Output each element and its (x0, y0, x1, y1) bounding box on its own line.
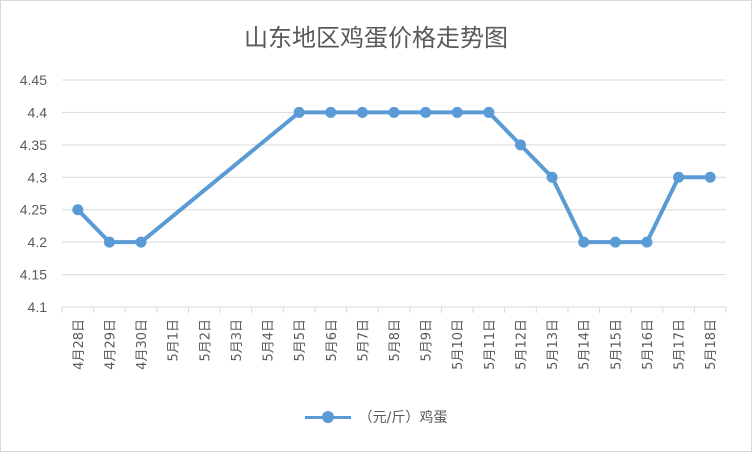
y-tick-label: 4.1 (28, 299, 48, 315)
data-point (704, 171, 716, 183)
x-tick-label: 5月9日 (420, 319, 435, 362)
x-tick-label: 5月10日 (451, 319, 466, 370)
x-tick-label: 5月12日 (514, 319, 529, 370)
x-tick-label: 5月3日 (230, 319, 245, 362)
y-axis-ticks: 4.1 4.15 4.2 4.25 4.3 4.35 4.4 4.45 (20, 72, 47, 315)
x-tick-label: 4月28日 (72, 319, 87, 370)
x-tick-label: 5月16日 (641, 319, 656, 370)
data-point (356, 106, 368, 118)
y-tick-label: 4.2 (28, 234, 48, 250)
data-point (514, 139, 526, 151)
x-tick-label: 5月4日 (262, 319, 277, 362)
data-point (546, 171, 558, 183)
data-point (483, 106, 495, 118)
x-axis-ticks: 4月28日 4月29日 4月30日 5月1日 5月2日 5月3日 5月4日 5月5日 5月6日 5… (61, 307, 727, 370)
y-tick-label: 4.35 (20, 137, 47, 153)
x-tick-label: 4月30日 (135, 319, 150, 370)
data-point (293, 106, 305, 118)
data-point (641, 236, 653, 248)
data-point (578, 236, 590, 248)
x-tick-label: 5月7日 (356, 319, 371, 362)
data-point (388, 106, 400, 118)
data-point (72, 204, 84, 216)
y-tick-label: 4.15 (20, 267, 47, 283)
x-tick-label: 5月6日 (325, 319, 340, 362)
y-tick-label: 4.45 (20, 72, 47, 88)
data-point (451, 106, 463, 118)
x-tick-label: 5月2日 (198, 319, 213, 362)
x-tick-label: 5月5日 (293, 319, 308, 362)
x-tick-label: 5月15日 (609, 319, 624, 370)
legend-label: （元/斤）鸡蛋 (358, 410, 448, 426)
x-tick-label: 5月17日 (673, 319, 688, 370)
chart-title: 山东地区鸡蛋价格走势图 (244, 24, 508, 52)
data-point (135, 236, 147, 248)
x-tick-label: 5月1日 (167, 319, 182, 362)
data-point (103, 236, 115, 248)
y-tick-label: 4.25 (20, 202, 47, 218)
x-tick-label: 5月13日 (546, 319, 561, 370)
data-point (420, 106, 432, 118)
legend: （元/斤）鸡蛋 (0, 407, 752, 427)
data-point (325, 106, 337, 118)
x-tick-label: 5月8日 (388, 319, 403, 362)
y-tick-label: 4.3 (28, 169, 48, 185)
data-point (673, 171, 685, 183)
x-tick-label: 5月11日 (483, 319, 498, 370)
x-tick-label: 5月18日 (704, 319, 719, 370)
series-layer (72, 106, 716, 248)
x-tick-label: 5月14日 (578, 319, 593, 370)
data-point (609, 236, 621, 248)
y-tick-label: 4.4 (28, 104, 48, 120)
legend-swatch (304, 410, 351, 424)
x-tick-label: 4月29日 (103, 319, 118, 370)
